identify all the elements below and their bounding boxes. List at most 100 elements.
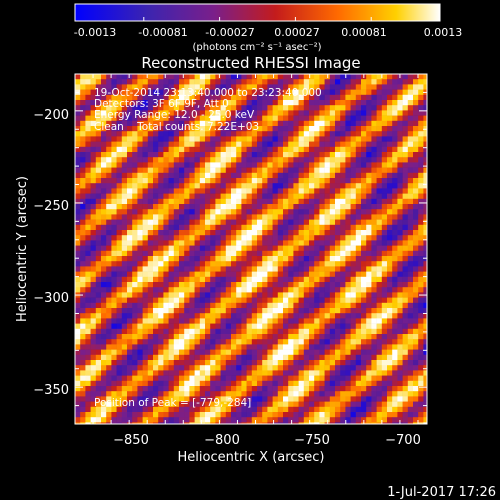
heatmap-cell bbox=[423, 256, 427, 262]
heatmap-cell bbox=[387, 74, 393, 80]
heatmap-cell bbox=[225, 261, 232, 267]
heatmap-cell bbox=[121, 105, 128, 111]
heatmap-cell bbox=[329, 152, 336, 158]
heatmap-cell bbox=[345, 261, 351, 267]
heatmap-cell bbox=[163, 344, 169, 350]
heatmap-cell bbox=[283, 183, 289, 189]
heatmap-cell bbox=[392, 141, 398, 148]
heatmap-cell bbox=[225, 323, 232, 330]
heatmap-cell bbox=[231, 370, 237, 376]
heatmap-cell bbox=[303, 276, 310, 283]
heatmap-cell bbox=[194, 313, 201, 319]
heatmap-cell bbox=[205, 396, 211, 402]
heatmap-cell bbox=[189, 334, 195, 340]
heatmap-cell bbox=[90, 391, 97, 397]
heatmap-cell bbox=[371, 120, 377, 127]
heatmap-cell bbox=[147, 323, 154, 330]
heatmap-cell bbox=[319, 271, 325, 278]
heatmap-cell bbox=[90, 115, 97, 122]
heatmap-cell bbox=[80, 250, 86, 257]
heatmap-cell bbox=[147, 276, 154, 283]
heatmap-cell bbox=[121, 172, 128, 179]
heatmap-cell bbox=[319, 287, 325, 293]
heatmap-cell bbox=[116, 204, 123, 210]
heatmap-cell bbox=[392, 297, 398, 304]
heatmap-cell bbox=[153, 261, 159, 267]
heatmap-cell bbox=[173, 74, 180, 80]
heatmap-cell bbox=[142, 74, 149, 80]
heatmap-cell bbox=[199, 292, 206, 298]
heatmap-cell bbox=[376, 89, 383, 96]
heatmap-cell bbox=[298, 380, 305, 387]
heatmap-cell bbox=[407, 219, 414, 226]
heatmap-cell bbox=[371, 396, 377, 402]
heatmap-cell bbox=[257, 297, 263, 304]
heatmap-cell bbox=[220, 245, 227, 252]
heatmap-cell bbox=[283, 313, 289, 319]
y-tick-label: −250 bbox=[33, 199, 69, 214]
heatmap-cell bbox=[163, 84, 169, 90]
heatmap-cell bbox=[225, 334, 232, 340]
heatmap-cell bbox=[215, 100, 221, 106]
heatmap-cell bbox=[194, 287, 201, 293]
heatmap-cell bbox=[241, 391, 247, 397]
heatmap-cell bbox=[366, 360, 372, 366]
heatmap-cell bbox=[251, 235, 258, 241]
heatmap-cell bbox=[179, 79, 185, 85]
heatmap-cell bbox=[168, 292, 175, 298]
heatmap-cell bbox=[220, 365, 227, 371]
heatmap-cell bbox=[309, 115, 315, 122]
heatmap-cell bbox=[236, 256, 242, 262]
heatmap-cell bbox=[246, 235, 253, 241]
heatmap-cell bbox=[319, 313, 325, 319]
heatmap-cell bbox=[225, 297, 232, 304]
heatmap-cell bbox=[121, 266, 128, 272]
heatmap-cell bbox=[381, 370, 388, 376]
heatmap-cell bbox=[407, 198, 414, 205]
heatmap-cell bbox=[80, 94, 86, 101]
heatmap-cell bbox=[189, 209, 195, 215]
heatmap-cell bbox=[168, 240, 175, 246]
heatmap-cell bbox=[324, 214, 331, 220]
heatmap-cell bbox=[75, 146, 81, 153]
heatmap-cell bbox=[246, 105, 253, 111]
heatmap-cell bbox=[251, 271, 258, 278]
heatmap-cell bbox=[158, 406, 164, 413]
heatmap-cell bbox=[397, 318, 403, 324]
heatmap-cell bbox=[324, 406, 331, 413]
heatmap-cell bbox=[371, 313, 377, 319]
heatmap-cell bbox=[329, 292, 336, 298]
heatmap-cell bbox=[85, 115, 91, 122]
heatmap-cell bbox=[231, 183, 237, 189]
heatmap-cell bbox=[85, 391, 91, 397]
heatmap-cell bbox=[340, 276, 346, 283]
heatmap-cell bbox=[402, 256, 409, 262]
heatmap-cell bbox=[371, 391, 377, 397]
heatmap-cell bbox=[168, 250, 175, 257]
heatmap-cell bbox=[179, 250, 185, 257]
heatmap-cell bbox=[376, 360, 383, 366]
heatmap-cell bbox=[335, 188, 341, 194]
heatmap-cell bbox=[418, 84, 424, 90]
heatmap-cell bbox=[246, 391, 253, 397]
heatmap-cell bbox=[251, 266, 258, 272]
heatmap-cell bbox=[288, 386, 294, 392]
heatmap-cell bbox=[168, 370, 175, 376]
heatmap-cell bbox=[90, 266, 97, 272]
heatmap-cell bbox=[309, 396, 315, 402]
heatmap-cell bbox=[423, 105, 427, 111]
heatmap-cell bbox=[293, 110, 299, 116]
heatmap-cell bbox=[303, 94, 310, 101]
heatmap-cell bbox=[392, 198, 398, 205]
heatmap-cell bbox=[220, 193, 227, 200]
heatmap-cell bbox=[210, 224, 216, 231]
heatmap-cell bbox=[194, 365, 201, 371]
heatmap-cell bbox=[251, 120, 258, 127]
heatmap-cell bbox=[277, 365, 284, 371]
heatmap-cell bbox=[366, 308, 372, 314]
heatmap-cell bbox=[158, 266, 164, 272]
heatmap-cell bbox=[106, 198, 112, 205]
heatmap-cell bbox=[95, 89, 102, 96]
heatmap-cell bbox=[387, 188, 393, 194]
heatmap-cell bbox=[199, 126, 206, 132]
